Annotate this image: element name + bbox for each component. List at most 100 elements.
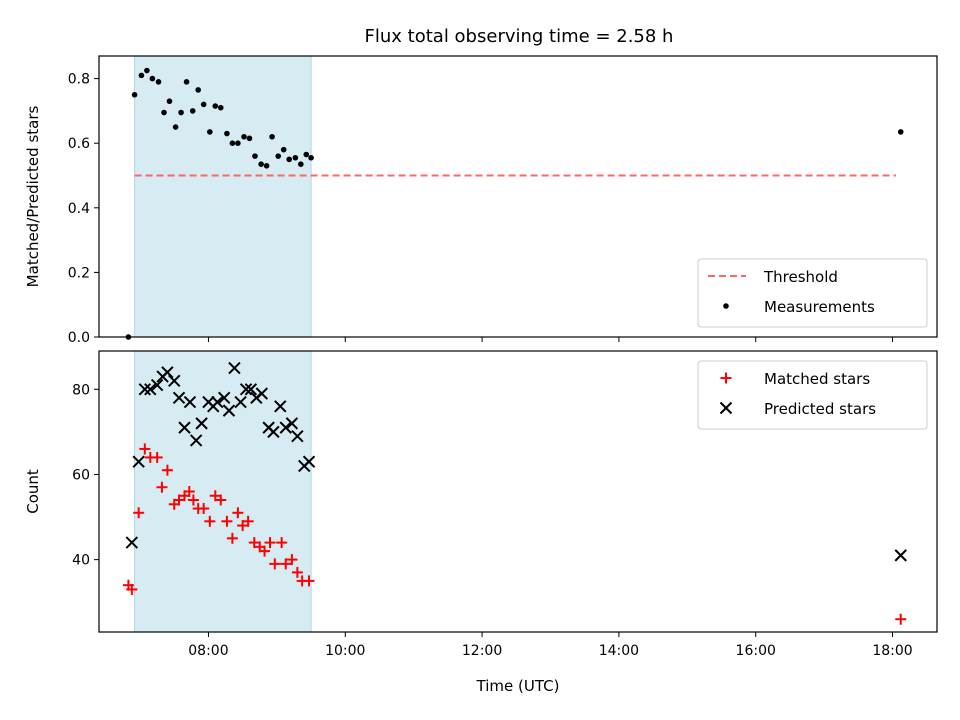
- y-tick-label: 0.4: [68, 201, 90, 217]
- data-point: [166, 98, 173, 105]
- data-point: [151, 451, 163, 463]
- series-predicted-stars: [125, 361, 907, 562]
- legend-label: Measurements: [764, 298, 875, 316]
- data-point-b: [244, 383, 258, 396]
- data-point-b: [234, 395, 247, 409]
- data-point: [144, 383, 157, 396]
- data-point: [894, 549, 907, 562]
- x-axis-label: Time (UTC): [476, 677, 560, 695]
- panel-counts: 40 60 80 08:00 10:00 12:00 14:00 16:00 18:00 Coun…: [24, 350, 938, 695]
- data-point: [285, 417, 299, 430]
- y-tick-label: 0.8: [68, 72, 90, 88]
- data-point: [155, 79, 162, 85]
- data-point: [178, 421, 191, 434]
- legend-label: Matched stars: [764, 370, 870, 388]
- x-tick-label: 12:00: [462, 643, 502, 659]
- data-point: [274, 400, 287, 413]
- data-point: [229, 140, 236, 147]
- axes-frame: [98, 350, 938, 633]
- y-tick-label: 0.0: [68, 330, 90, 346]
- data-point: [286, 156, 292, 163]
- data-point: [217, 104, 224, 111]
- data-point-b: [144, 383, 157, 396]
- data-point: [228, 361, 241, 375]
- data-point: [302, 455, 316, 468]
- data-point: [221, 515, 233, 527]
- data-point: [255, 387, 269, 400]
- data-point: [269, 558, 281, 570]
- data-point: [198, 503, 210, 515]
- legend-label: Threshold: [763, 268, 838, 286]
- data-point-b: [279, 421, 292, 434]
- data-point: [189, 108, 196, 114]
- data-point: [269, 133, 275, 140]
- data-point: [291, 429, 304, 443]
- data-point-b: [302, 455, 316, 468]
- series-measurements: [125, 67, 904, 340]
- data-point: [291, 566, 303, 578]
- data-point-b: [172, 391, 186, 405]
- data-point: [280, 558, 292, 570]
- data-point: [156, 481, 168, 493]
- data-point: [212, 103, 219, 109]
- x-tick-label: 10:00: [325, 643, 365, 659]
- legend: Threshold Measurements: [697, 258, 928, 328]
- data-point-b: [894, 549, 907, 562]
- y-tick-label: 0.2: [68, 265, 90, 281]
- data-point: [244, 383, 258, 396]
- data-point: [239, 383, 253, 396]
- data-point-b: [189, 434, 203, 447]
- data-point-b: [178, 421, 191, 434]
- data-point: [292, 154, 299, 161]
- legend-label: Predicted stars: [764, 400, 876, 418]
- legend-marker: [720, 372, 732, 384]
- data-point: [279, 421, 292, 434]
- data-point: [264, 537, 276, 549]
- data-point: [222, 404, 236, 417]
- data-point: [133, 507, 145, 519]
- data-point: [234, 395, 247, 409]
- data-point: [139, 443, 151, 455]
- data-point: [187, 494, 199, 506]
- panel-ratio: 0.0 0.2 0.4 0.6 0.8 Matched/Predicted stars Th…: [24, 55, 938, 346]
- data-point: [303, 151, 310, 158]
- legend-marker: [719, 401, 733, 415]
- data-point: [183, 486, 195, 497]
- data-point: [168, 374, 181, 388]
- data-point-b: [255, 387, 269, 400]
- data-point: [263, 163, 270, 169]
- y-tick-label: 0.6: [68, 136, 90, 152]
- y-tick-label: 40: [72, 553, 90, 569]
- data-point-b: [285, 417, 299, 430]
- data-point: [286, 554, 298, 566]
- data-point: [178, 109, 184, 116]
- y-tick-label: 60: [72, 467, 90, 483]
- data-point: [241, 133, 247, 140]
- data-point: [226, 532, 238, 544]
- data-point-b: [138, 383, 152, 396]
- data-point: [125, 536, 139, 549]
- data-point-b: [291, 429, 304, 443]
- data-point-b: [125, 536, 139, 549]
- data-point: [895, 613, 907, 625]
- data-point-b: [228, 361, 241, 375]
- data-point: [235, 140, 241, 147]
- data-point: [183, 395, 197, 409]
- data-point: [161, 109, 167, 116]
- data-point: [275, 153, 282, 159]
- data-point: [161, 366, 174, 379]
- legend-box: [697, 258, 928, 328]
- series-matched-stars: [122, 443, 907, 625]
- data-point: [246, 135, 253, 142]
- data-point: [897, 129, 904, 135]
- data-point: [126, 583, 138, 595]
- data-point-b: [222, 404, 236, 417]
- legend-marker: [723, 303, 729, 309]
- data-point: [242, 515, 254, 527]
- data-point: [172, 391, 186, 405]
- data-point: [224, 130, 230, 137]
- axes-frame: [98, 55, 938, 338]
- data-point: [172, 124, 179, 130]
- data-point: [149, 75, 156, 82]
